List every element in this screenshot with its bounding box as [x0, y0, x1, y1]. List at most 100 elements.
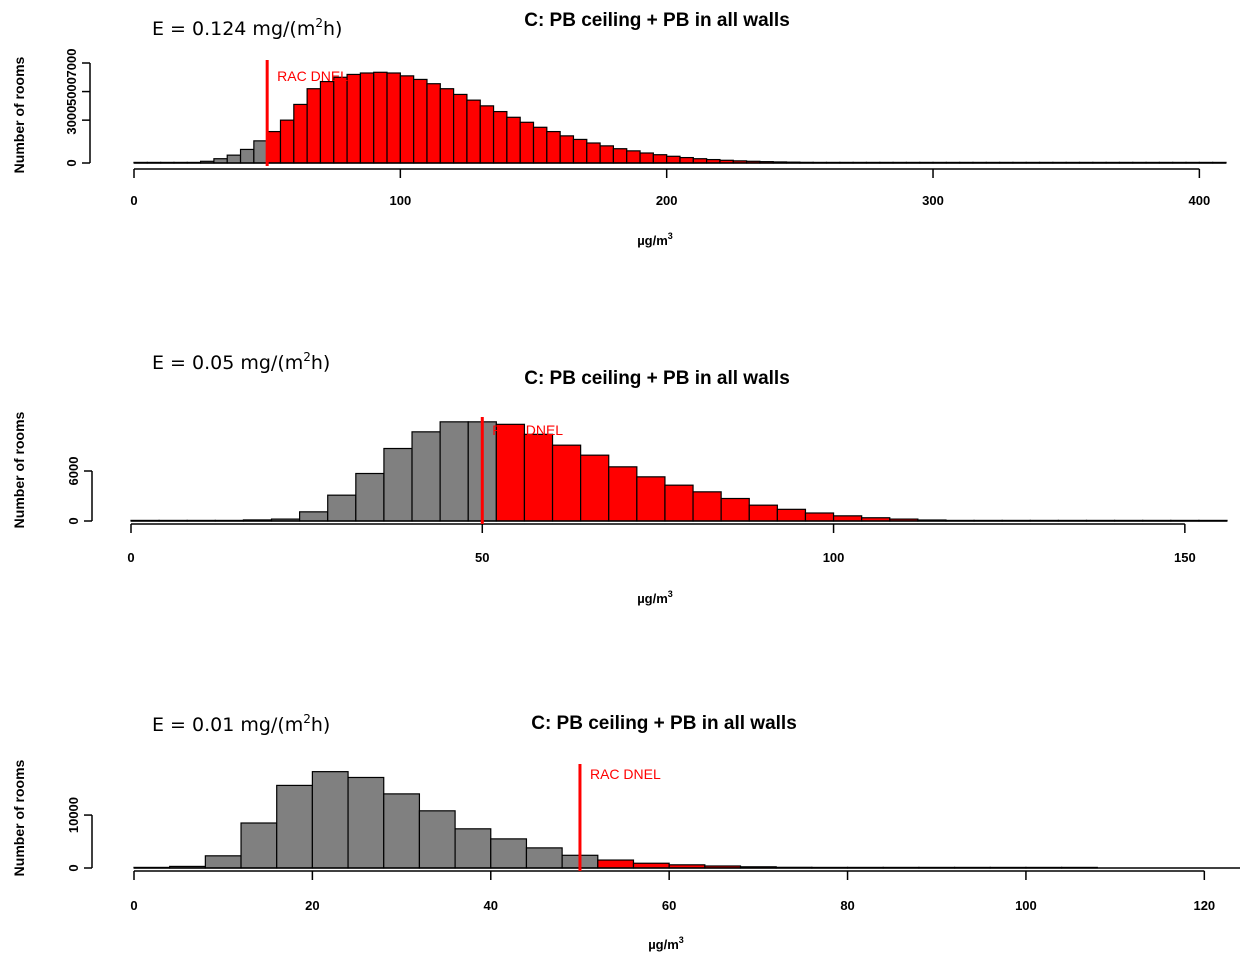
histogram-bar [608, 466, 638, 522]
histogram-bar [266, 130, 282, 164]
histogram-bar [652, 154, 668, 164]
x-axis: 0 100 200 300 400 [130, 168, 1210, 208]
y-axis-label: Number of rooms [11, 56, 27, 173]
histogram-panel-2: E = 0.05 mg/(m2h) C: PB ceiling + PB in … [11, 350, 1228, 606]
histogram-bar [386, 72, 401, 164]
emission-rate-label: E = 0.05 mg/(m2h) [152, 350, 330, 374]
chart-title: C: PB ceiling + PB in all walls [524, 10, 790, 31]
histogram-bar [551, 444, 582, 522]
histogram-bar [373, 71, 388, 164]
histogram-bar [411, 431, 441, 522]
histogram-bar [519, 121, 535, 164]
histogram-bar [439, 88, 455, 164]
x-tick-label: 80 [840, 898, 854, 913]
y-tick-label: 0 [66, 864, 81, 871]
histogram-bar [804, 512, 835, 522]
histogram-bar [666, 155, 681, 164]
histogram-bar [479, 105, 495, 164]
histogram-bar [692, 491, 722, 522]
y-tick-label: 3000 [64, 106, 79, 135]
histogram-bar [639, 152, 654, 164]
x-tick-label: 20 [305, 898, 319, 913]
histogram-bar [293, 103, 308, 164]
histogram-bar [612, 148, 628, 164]
y-axis-label: Number of rooms [11, 759, 27, 876]
histogram-bar [311, 771, 349, 869]
histogram-bar [597, 859, 635, 869]
x-tick-label: 100 [1015, 898, 1037, 913]
histogram-bar [359, 72, 375, 164]
x-tick-label: 40 [484, 898, 498, 913]
x-tick-label: 60 [662, 898, 676, 913]
histogram-bar [454, 828, 492, 869]
histogram-bars [133, 771, 1240, 869]
rac-dnel-marker: RAC DNEL [480, 417, 563, 524]
histogram-bar [399, 75, 415, 164]
histogram-bar [299, 511, 329, 522]
histogram-bar [492, 110, 508, 164]
histogram-bar [453, 93, 468, 164]
rac-dnel-label: RAC DNEL [277, 68, 348, 84]
histogram-bar [333, 76, 348, 164]
histogram-bar [413, 78, 428, 164]
histogram-bar [240, 822, 278, 869]
histogram-bar [306, 88, 322, 164]
histogram-panel-3: E = 0.01 mg/(m2h) C: PB ceiling + PB in … [11, 712, 1240, 952]
histogram-bar [204, 855, 242, 869]
histogram-bar [319, 80, 335, 164]
histogram-bar [599, 145, 615, 164]
rac-dnel-label: RAC DNEL [492, 422, 563, 438]
y-tick-label: 7000 [64, 49, 79, 78]
histogram-bar [679, 156, 694, 164]
histogram-bar [626, 150, 641, 164]
emission-rate-label: E = 0.124 mg/(m2h) [152, 16, 342, 40]
histogram-bar [383, 447, 413, 522]
histogram-bar [426, 83, 441, 164]
y-axis-label: Number of rooms [11, 411, 27, 528]
y-tick-label: 10000 [66, 797, 81, 833]
histogram-bar [466, 99, 481, 164]
x-tick-label: 100 [389, 193, 411, 208]
x-tick-label: 300 [922, 193, 944, 208]
histogram-bar [523, 433, 554, 522]
x-axis-label: µg/m3 [648, 935, 684, 952]
y-axis: 0 10000 [66, 797, 93, 872]
x-axis-label: µg/m3 [637, 589, 673, 606]
histogram-bar [572, 138, 588, 164]
chart-title: C: PB ceiling + PB in all walls [531, 713, 797, 734]
x-tick-label: 120 [1193, 898, 1215, 913]
x-tick-label: 0 [130, 898, 137, 913]
histogram-bar [383, 793, 421, 869]
y-tick-label: 5000 [64, 77, 79, 106]
histogram-bars [133, 71, 1227, 164]
histogram-bar [559, 135, 575, 164]
histogram-bar [748, 504, 778, 522]
x-axis: 0 20 40 60 80 100 120 [130, 870, 1215, 913]
rac-dnel-marker: RAC DNEL [578, 764, 661, 871]
histogram-bars [130, 421, 1228, 522]
histogram-bar [346, 73, 361, 164]
histogram-bar [532, 126, 548, 164]
histogram-bar [239, 148, 255, 164]
rac-dnel-marker: RAC DNEL [265, 60, 348, 166]
histogram-bar [276, 784, 313, 869]
histogram-bar [418, 810, 456, 869]
emission-rate-label: E = 0.01 mg/(m2h) [152, 712, 330, 736]
y-tick-label: 6000 [66, 457, 81, 486]
histogram-panel-1: E = 0.124 mg/(m2h) C: PB ceiling + PB in… [11, 10, 1227, 248]
histogram-bar [355, 472, 385, 522]
histogram-bar [226, 154, 242, 164]
histogram-bar [664, 484, 694, 522]
histogram-bar [327, 494, 357, 522]
histogram-bar [776, 508, 807, 522]
histogram-bar [490, 838, 528, 869]
x-tick-label: 100 [823, 550, 845, 565]
histogram-bar [439, 421, 469, 522]
histogram-bar [279, 119, 295, 164]
x-tick-label: 0 [130, 193, 137, 208]
x-axis-label: µg/m3 [637, 231, 673, 248]
y-axis: 0 6000 [66, 457, 93, 525]
x-axis: 0 50 100 150 [127, 523, 1196, 565]
